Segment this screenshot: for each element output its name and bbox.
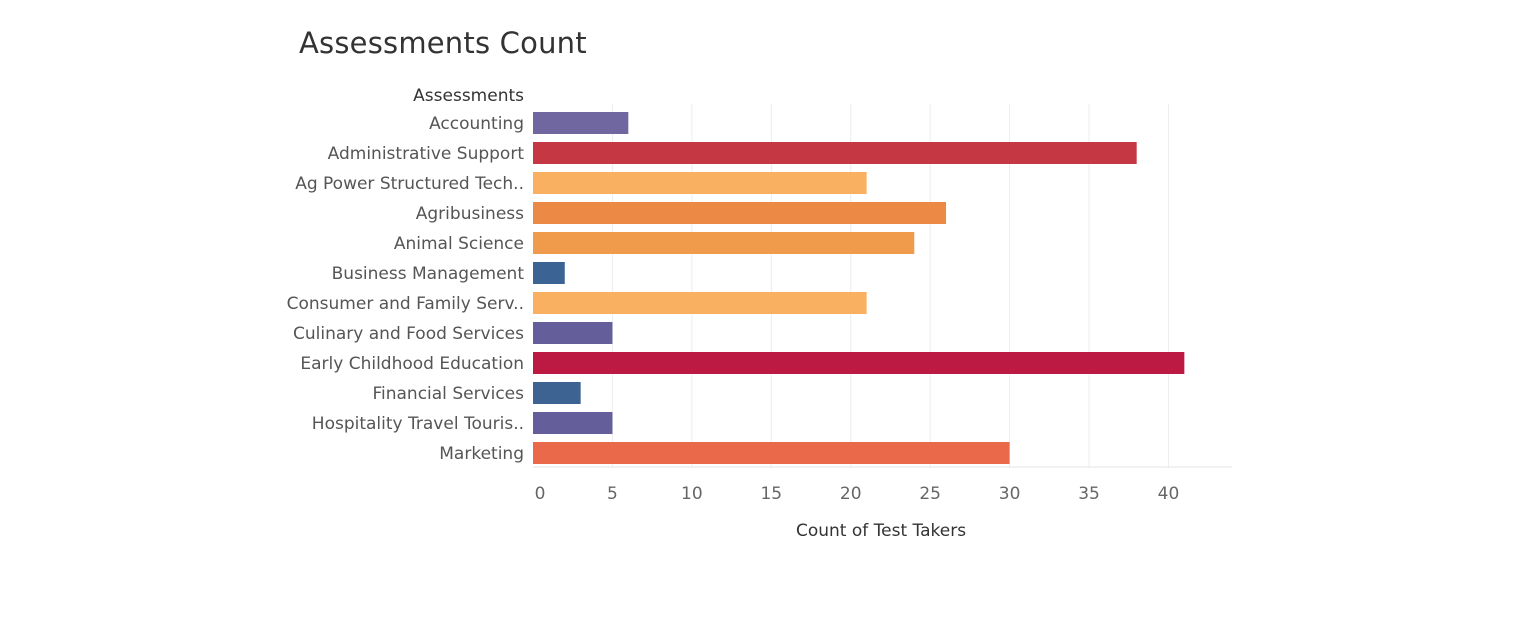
bar[interactable] — [533, 112, 629, 134]
category-label: Financial Services — [372, 384, 524, 404]
bars — [533, 112, 1185, 464]
bar[interactable] — [533, 442, 1010, 464]
category-label: Administrative Support — [328, 144, 525, 164]
x-axis-title: Count of Test Takers — [796, 521, 966, 541]
bar[interactable] — [533, 142, 1137, 164]
x-tick-label: 20 — [840, 484, 862, 504]
bar[interactable] — [533, 412, 613, 434]
category-label: Marketing — [439, 444, 524, 464]
category-labels: Accounting Administrative Support Ag Power… — [287, 114, 525, 464]
y-axis-title: Assessments — [413, 86, 524, 106]
bar[interactable] — [533, 202, 947, 224]
category-label: Hospitality Travel Touris.. — [312, 414, 524, 434]
bar[interactable] — [533, 172, 867, 194]
x-tick-label: 0 — [535, 484, 546, 504]
x-tick-label: 25 — [919, 484, 941, 504]
x-tick-label: 40 — [1158, 484, 1180, 504]
category-label: Business Management — [332, 264, 525, 284]
bar[interactable] — [533, 262, 565, 284]
gridlines — [611, 104, 1169, 468]
bar[interactable] — [533, 352, 1185, 374]
x-tick-labels: 0 5 10 15 20 25 30 35 40 — [535, 484, 1180, 504]
chart-title: Assessments Count — [299, 26, 587, 60]
bar[interactable] — [533, 292, 867, 314]
category-label: Agribusiness — [416, 204, 524, 224]
x-tick-label: 30 — [999, 484, 1021, 504]
category-label: Ag Power Structured Tech.. — [295, 174, 524, 194]
category-label: Culinary and Food Services — [293, 324, 524, 344]
x-tick-label: 10 — [681, 484, 703, 504]
category-label: Accounting — [429, 114, 524, 134]
category-label: Animal Science — [394, 234, 524, 254]
x-tick-label: 5 — [607, 484, 618, 504]
category-label: Consumer and Family Serv.. — [287, 294, 524, 314]
bar[interactable] — [533, 382, 581, 404]
category-label: Early Childhood Education — [300, 354, 524, 374]
x-tick-label: 15 — [760, 484, 782, 504]
bar[interactable] — [533, 322, 613, 344]
bar[interactable] — [533, 232, 915, 254]
x-tick-label: 35 — [1078, 484, 1100, 504]
